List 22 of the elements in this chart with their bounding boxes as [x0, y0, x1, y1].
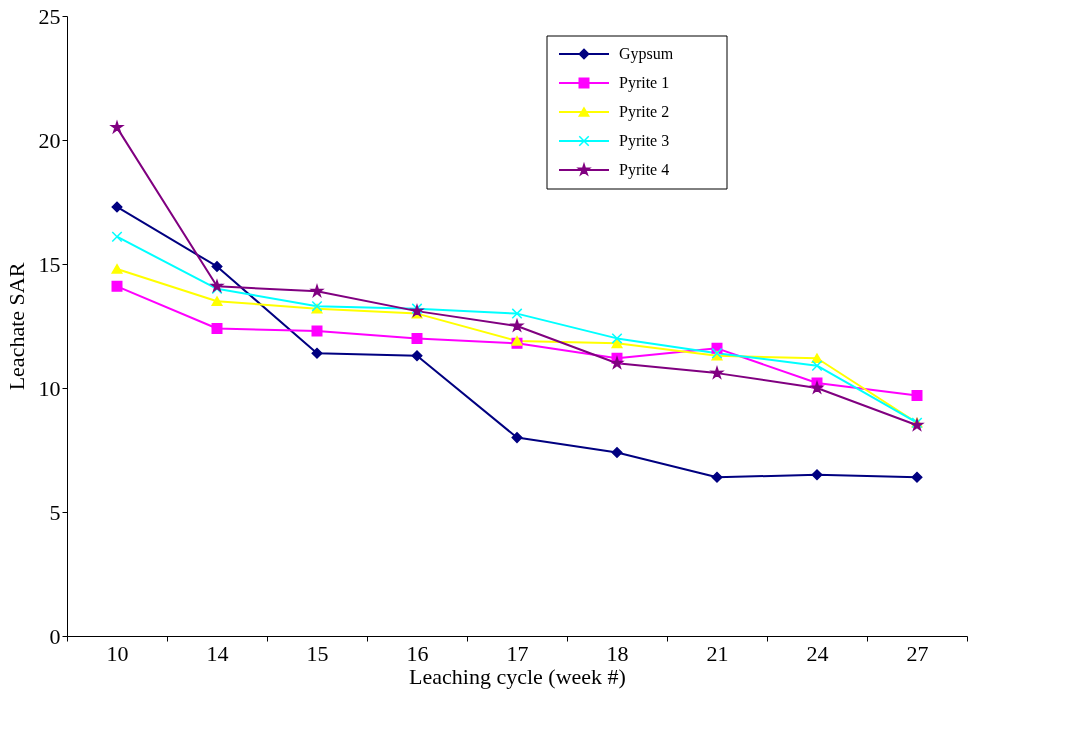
x-tick-label: 16	[406, 640, 429, 666]
legend-label: Pyrite 1	[619, 74, 670, 92]
legend-label: Pyrite 3	[619, 132, 670, 150]
y-tick-label: 20	[38, 127, 61, 153]
legend-label: Pyrite 2	[619, 103, 670, 121]
x-tick-label: 10	[106, 640, 129, 666]
y-tick-label: 15	[38, 251, 61, 277]
x-tick-label: 18	[606, 640, 629, 666]
y-tick-label: 0	[49, 623, 61, 649]
y-tick-label: 25	[38, 3, 61, 29]
x-tick-label: 14	[206, 640, 229, 666]
x-tick-label: 24	[806, 640, 829, 666]
y-axis-title: Leachate SAR	[3, 262, 29, 391]
x-axis-title: Leaching cycle (week #)	[409, 663, 626, 689]
x-tick-label: 27	[906, 640, 929, 666]
x-tick-label: 21	[706, 640, 729, 666]
x-tick-label: 17	[506, 640, 529, 666]
x-tick-label: 15	[306, 640, 329, 666]
y-tick-label: 5	[49, 499, 61, 525]
legend-label: Gypsum	[619, 45, 674, 63]
legend-label: Pyrite 4	[619, 161, 670, 179]
y-tick-label: 10	[38, 375, 61, 401]
